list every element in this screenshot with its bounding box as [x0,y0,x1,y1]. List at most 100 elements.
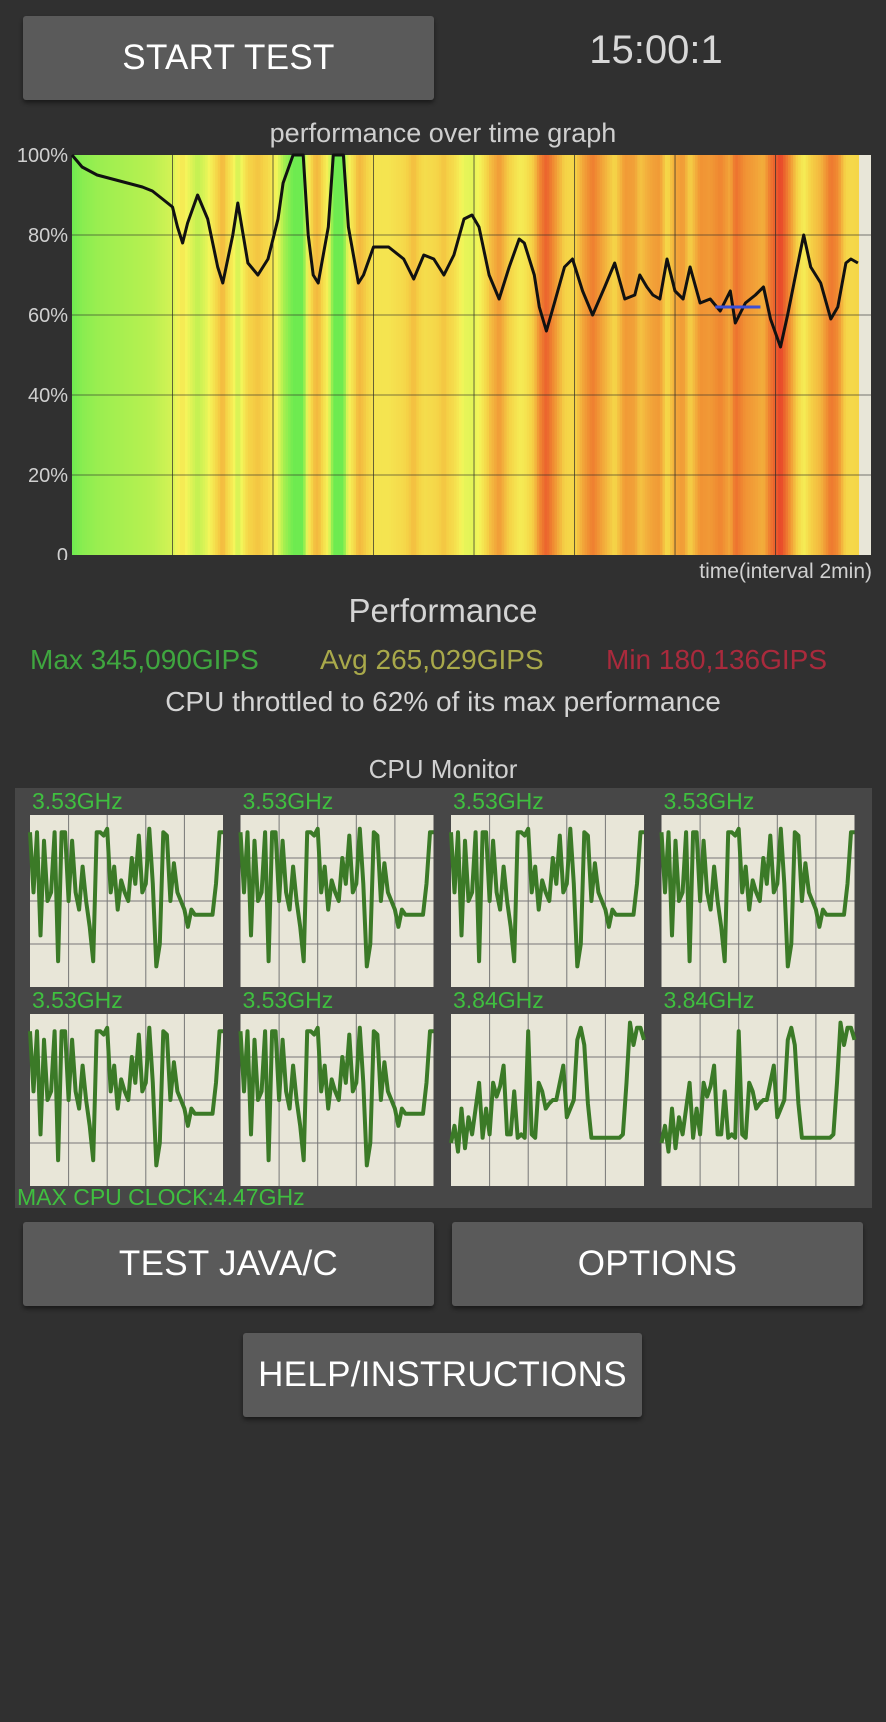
heat-stripe [132,155,136,555]
heat-stripe [388,155,392,555]
heat-stripe [295,155,299,555]
heat-stripe [202,155,206,555]
heat-stripe [727,155,731,555]
heat-stripe [737,155,741,555]
heat-stripe [468,155,473,555]
cpu-monitor-title: CPU Monitor [368,754,518,784]
heat-stripe [622,155,626,555]
heat-stripe [149,155,154,555]
heat-stripe [732,155,736,555]
heat-stripe [597,155,601,555]
heat-stripe [225,155,229,555]
heat-stripe [654,155,659,555]
heat-stripe [363,155,367,555]
heat-stripe [687,155,691,555]
heat-stripe [762,155,767,555]
heat-stripe [539,155,543,555]
heat-stripe [514,155,518,555]
heat-stripe [144,155,148,555]
heat-stripe [519,155,523,555]
heat-stripe [773,155,777,555]
help-instructions-button[interactable]: HELP/INSTRUCTIONS [243,1333,642,1417]
heat-stripe [162,155,166,555]
start-test-button[interactable]: START TEST [23,16,434,100]
heat-stripe [368,155,372,555]
heat-stripe [247,155,251,555]
heat-stripe [458,155,463,555]
heat-stripe [232,155,236,555]
heat-stripe [675,155,679,555]
heat-stripe [614,155,618,555]
heat-stripe [629,155,633,555]
heat-stripe [433,155,437,555]
heat-stripe [609,155,613,555]
heat-stripe [710,155,714,555]
heat-stripe [283,155,287,555]
heat-stripe [129,155,133,555]
heat-stripe [373,155,377,555]
heat-stripe [813,155,817,555]
heat-stripe [82,155,86,555]
heat-stripe [835,155,839,555]
heat-stripe [252,155,257,555]
heat-stripe [798,155,802,555]
heat-stripe [484,155,488,555]
heat-stripe [662,155,666,555]
heat-stripe [172,155,176,555]
heat-stripe [494,155,498,555]
heat-stripe [443,155,447,555]
heat-stripe [536,155,540,555]
heat-stripe [398,155,402,555]
heat-stripe [534,155,538,555]
heat-stripe [242,155,246,555]
heat-stripe [486,155,490,555]
heat-stripe [190,155,194,555]
heat-stripe [137,155,141,555]
heat-stripe [378,155,382,555]
heat-stripe [602,155,606,555]
heat-stripe [501,155,505,555]
heat-stripe [700,155,704,555]
heat-stripe [391,155,395,555]
heat-stripe [446,155,450,555]
heat-stripe [262,155,267,555]
heat-stripe [720,155,724,555]
heat-stripe [87,155,91,555]
avg-performance-stat: Avg 265,029GIPS [320,644,544,675]
heat-stripe [195,155,199,555]
heat-stripe [99,155,103,555]
heat-stripe [74,155,78,555]
heat-stripe [451,155,455,555]
heat-stripe [680,155,684,555]
heat-stripe [551,155,556,555]
heat-stripe [607,155,611,555]
heat-stripe [619,155,623,555]
heat-stripe [604,155,608,555]
heat-stripe [250,155,254,555]
heat-stripe [647,155,651,555]
heat-stripe [740,155,744,555]
performance-heading: Performance [348,592,538,629]
heat-stripe [89,155,93,555]
heat-stripe [290,155,294,555]
heat-stripe [805,155,809,555]
heat-stripe [730,155,734,555]
cpu-core-load-line [238,1025,434,1168]
heat-stripe [810,155,814,555]
options-button[interactable]: OPTIONS [452,1222,863,1306]
heat-stripe [403,155,407,555]
test-java-c-button[interactable]: TEST JAVA/C [23,1222,434,1306]
cpu-core-frequency: 3.53GHz [32,987,123,1013]
performance-chart: 0 20% 40% 60% 80% 100% [17,145,871,560]
heat-stripe [529,155,533,555]
heat-stripe [561,155,566,555]
heat-stripe [566,155,571,555]
heat-stripe [667,155,671,555]
heat-stripe [192,155,196,555]
heat-stripe [305,155,309,555]
heat-stripe [818,155,822,555]
cpu-core-1: 3.53GHz [28,788,223,987]
cpu-core-load-line [449,1020,646,1154]
heat-stripe [320,155,324,555]
heat-stripe [790,155,794,555]
